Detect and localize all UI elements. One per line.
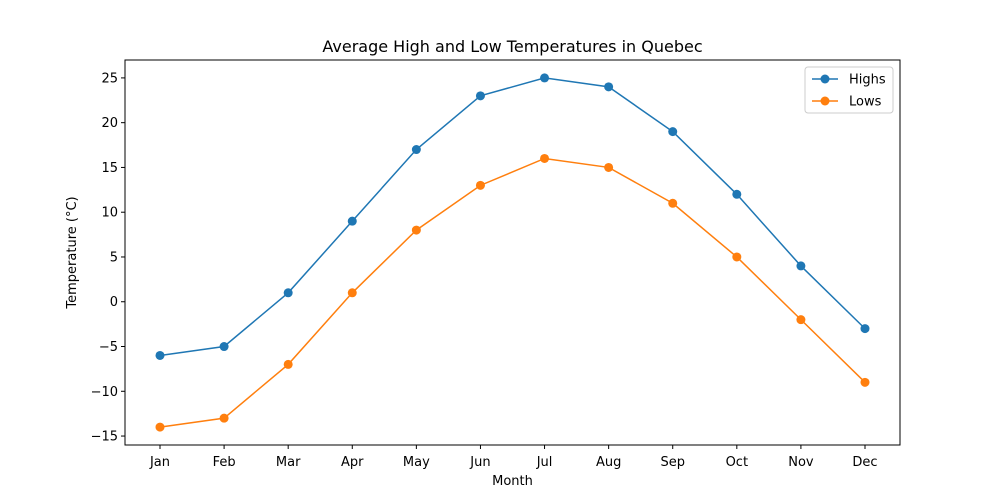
x-tick-label: Feb	[213, 455, 236, 470]
x-tick-label: Dec	[852, 455, 877, 470]
data-point	[668, 127, 678, 137]
data-point	[540, 73, 550, 83]
series-layer	[155, 73, 870, 432]
data-point	[411, 225, 421, 235]
series-line	[159, 77, 866, 357]
data-point	[155, 422, 165, 432]
data-point	[604, 82, 614, 92]
legend-marker	[820, 96, 830, 106]
data-point	[347, 216, 357, 226]
x-tick-label: Mar	[276, 455, 301, 470]
data-point	[475, 180, 485, 190]
y-tick-label: 25	[101, 71, 118, 86]
y-tick-label: 20	[101, 116, 118, 131]
x-tick-label: Jul	[536, 455, 553, 470]
x-axis: Jan Feb Mar Apr May Jun Jul Aug Sep Oct Nov Dec	[149, 445, 878, 470]
data-point	[219, 413, 229, 423]
data-point	[540, 153, 550, 163]
data-point	[283, 359, 293, 369]
chart-title: Average High and Low Temperatures in Que…	[322, 37, 702, 56]
data-point	[860, 377, 870, 387]
x-tick-label: Sep	[660, 455, 685, 470]
y-tick-label: −10	[91, 385, 118, 400]
y-tick-label: 10	[101, 206, 118, 221]
series-highs	[155, 73, 870, 360]
x-tick-label: Nov	[788, 455, 814, 470]
y-tick-label: −15	[91, 430, 118, 445]
plot-area	[124, 59, 901, 446]
x-tick-label: Oct	[726, 455, 748, 470]
data-point	[475, 91, 485, 101]
data-point	[732, 252, 742, 262]
data-point	[796, 315, 806, 325]
y-tick-label: −5	[99, 340, 118, 355]
x-axis-label: Month	[492, 474, 533, 489]
x-tick-label: Jan	[149, 455, 170, 470]
data-point	[796, 261, 806, 271]
x-tick-label: Aug	[596, 455, 621, 470]
data-point	[411, 145, 421, 155]
legend-label: Lows	[849, 95, 882, 110]
data-point	[283, 288, 293, 298]
data-point	[668, 198, 678, 208]
series-lows	[155, 153, 870, 432]
y-axis: −15 −10 −5 0 5 10 15 20 25	[91, 71, 125, 445]
data-point	[219, 342, 229, 352]
y-tick-label: 15	[101, 161, 118, 176]
x-tick-label: May	[403, 455, 430, 470]
series-line	[159, 157, 866, 428]
legend: Highs Lows	[804, 66, 894, 114]
data-point	[860, 324, 870, 334]
x-tick-label: Apr	[341, 455, 364, 470]
y-axis-label: Temperature (°C)	[65, 196, 80, 309]
y-tick-label: 0	[110, 295, 118, 310]
legend-marker	[820, 74, 830, 84]
data-point	[155, 350, 165, 360]
data-point	[604, 162, 614, 172]
legend-label: Highs	[849, 73, 886, 88]
y-tick-label: 5	[110, 250, 118, 265]
x-tick-label: Jun	[469, 455, 490, 470]
data-point	[732, 189, 742, 199]
data-point	[347, 288, 357, 298]
